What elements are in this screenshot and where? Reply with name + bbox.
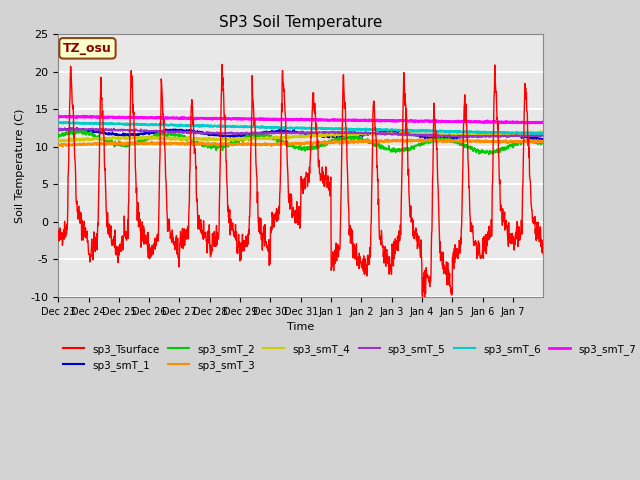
sp3_smT_3 bbox=[540, 139, 547, 145]
sp3_smT_6 bbox=[56, 119, 63, 125]
Line: sp3_smT_6: sp3_smT_6 bbox=[58, 122, 543, 134]
sp3_smT_7 bbox=[540, 119, 547, 125]
sp3_smT_7 bbox=[288, 117, 296, 123]
Y-axis label: Soil Temperature (C): Soil Temperature (C) bbox=[15, 108, 25, 223]
sp3_smT_7 bbox=[131, 115, 138, 120]
sp3_smT_4 bbox=[131, 135, 138, 141]
sp3_Tsurface bbox=[131, 125, 138, 131]
sp3_smT_6 bbox=[533, 131, 541, 136]
sp3_smT_3 bbox=[59, 144, 67, 150]
sp3_smT_3 bbox=[278, 142, 286, 147]
sp3_smT_5 bbox=[540, 132, 547, 138]
sp3_smT_4 bbox=[533, 130, 541, 136]
sp3_smT_5 bbox=[278, 130, 286, 136]
sp3_smT_1 bbox=[73, 125, 81, 131]
sp3_smT_7 bbox=[278, 117, 286, 122]
sp3_smT_1 bbox=[533, 135, 541, 141]
Line: sp3_smT_7: sp3_smT_7 bbox=[58, 116, 543, 123]
Line: sp3_Tsurface: sp3_Tsurface bbox=[58, 64, 543, 300]
sp3_smT_2 bbox=[54, 133, 62, 139]
sp3_smT_3 bbox=[419, 136, 426, 142]
sp3_smT_3 bbox=[54, 144, 62, 149]
sp3_smT_6 bbox=[486, 130, 493, 135]
sp3_smT_1 bbox=[486, 130, 493, 135]
sp3_smT_6 bbox=[535, 131, 543, 137]
sp3_smT_2 bbox=[288, 144, 296, 149]
sp3_smT_2 bbox=[485, 151, 493, 157]
sp3_smT_1 bbox=[415, 133, 422, 139]
sp3_Tsurface bbox=[421, 297, 429, 303]
sp3_smT_7 bbox=[534, 120, 541, 126]
Legend: sp3_Tsurface, sp3_smT_1, sp3_smT_2, sp3_smT_3, sp3_smT_4, sp3_smT_5, sp3_smT_6, : sp3_Tsurface, sp3_smT_1, sp3_smT_2, sp3_… bbox=[63, 344, 636, 371]
Line: sp3_smT_5: sp3_smT_5 bbox=[58, 128, 543, 138]
sp3_smT_3 bbox=[288, 141, 296, 146]
Line: sp3_smT_3: sp3_smT_3 bbox=[58, 139, 543, 147]
sp3_smT_2 bbox=[534, 137, 541, 143]
sp3_smT_2 bbox=[278, 139, 286, 144]
sp3_smT_1 bbox=[54, 127, 62, 132]
sp3_smT_6 bbox=[288, 125, 296, 131]
sp3_smT_5 bbox=[534, 133, 541, 139]
sp3_smT_5 bbox=[465, 135, 472, 141]
sp3_smT_7 bbox=[54, 114, 62, 120]
sp3_smT_7 bbox=[486, 119, 493, 125]
sp3_Tsurface bbox=[278, 68, 286, 73]
sp3_smT_4 bbox=[415, 132, 422, 138]
sp3_smT_4 bbox=[54, 137, 62, 143]
sp3_smT_6 bbox=[278, 125, 286, 131]
sp3_smT_1 bbox=[278, 128, 286, 134]
sp3_Tsurface bbox=[218, 61, 226, 67]
sp3_smT_2 bbox=[486, 149, 494, 155]
sp3_smT_4 bbox=[58, 139, 66, 144]
sp3_smT_1 bbox=[539, 138, 547, 144]
sp3_smT_3 bbox=[131, 141, 138, 146]
sp3_smT_7 bbox=[415, 119, 422, 124]
sp3_smT_1 bbox=[540, 137, 547, 143]
sp3_smT_3 bbox=[415, 138, 422, 144]
sp3_smT_4 bbox=[278, 135, 286, 141]
sp3_smT_3 bbox=[534, 139, 541, 145]
sp3_smT_7 bbox=[522, 120, 530, 126]
Line: sp3_smT_4: sp3_smT_4 bbox=[58, 132, 543, 142]
sp3_smT_5 bbox=[131, 127, 138, 133]
sp3_smT_6 bbox=[54, 120, 62, 125]
sp3_smT_4 bbox=[486, 132, 493, 138]
Title: SP3 Soil Temperature: SP3 Soil Temperature bbox=[219, 15, 382, 30]
sp3_smT_4 bbox=[540, 129, 547, 134]
sp3_smT_3 bbox=[486, 139, 494, 145]
sp3_smT_4 bbox=[537, 129, 545, 134]
sp3_smT_2 bbox=[540, 139, 547, 144]
sp3_smT_2 bbox=[415, 141, 422, 146]
Text: TZ_osu: TZ_osu bbox=[63, 42, 112, 55]
sp3_smT_5 bbox=[88, 125, 96, 131]
sp3_smT_4 bbox=[288, 133, 296, 139]
sp3_smT_2 bbox=[131, 139, 138, 145]
Line: sp3_smT_1: sp3_smT_1 bbox=[58, 128, 543, 141]
sp3_Tsurface bbox=[288, 196, 296, 202]
sp3_Tsurface bbox=[54, 235, 62, 240]
sp3_smT_2 bbox=[72, 126, 80, 132]
sp3_smT_6 bbox=[131, 122, 138, 128]
sp3_smT_1 bbox=[288, 129, 296, 134]
sp3_smT_5 bbox=[54, 126, 62, 132]
sp3_smT_5 bbox=[415, 132, 422, 138]
sp3_smT_1 bbox=[131, 131, 138, 137]
sp3_smT_5 bbox=[288, 131, 296, 137]
X-axis label: Time: Time bbox=[287, 322, 314, 332]
sp3_Tsurface bbox=[415, 233, 422, 239]
sp3_Tsurface bbox=[534, 225, 541, 231]
sp3_smT_6 bbox=[540, 131, 547, 136]
sp3_smT_7 bbox=[79, 113, 87, 119]
sp3_smT_5 bbox=[486, 134, 494, 140]
sp3_Tsurface bbox=[486, 235, 494, 240]
sp3_smT_6 bbox=[415, 129, 422, 134]
sp3_Tsurface bbox=[540, 251, 547, 257]
Line: sp3_smT_2: sp3_smT_2 bbox=[58, 129, 543, 154]
